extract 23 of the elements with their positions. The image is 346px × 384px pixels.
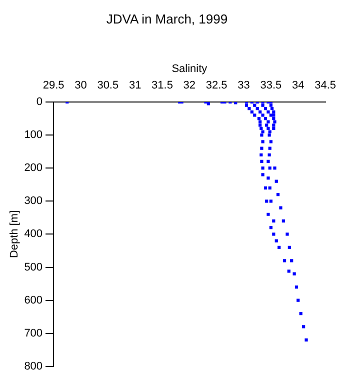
y-tick-label: 0 xyxy=(36,96,43,108)
x-tick-label: 30 xyxy=(74,79,87,92)
x-tick-label: 33 xyxy=(238,79,250,92)
y-tick-label: 600 xyxy=(24,294,43,306)
y-tick-label: 500 xyxy=(24,261,43,274)
x-tick-label: 34 xyxy=(292,79,304,92)
x-tick-label: 32.5 xyxy=(206,79,228,92)
y-tick-label: 300 xyxy=(24,195,43,208)
y-tick-label: 200 xyxy=(24,162,43,174)
x-tick-label: 33.5 xyxy=(260,79,282,92)
x-tick-label: 31 xyxy=(128,79,142,92)
y-axis-title: Depth [m] xyxy=(8,210,21,258)
x-tick-label: 34.5 xyxy=(314,79,336,92)
y-tick-label: 100 xyxy=(24,129,43,142)
x-tick-label: 29.5 xyxy=(42,79,64,92)
x-tick-label: 30.5 xyxy=(97,79,119,92)
x-tick-label: 32 xyxy=(183,79,196,92)
y-tick-label: 400 xyxy=(24,228,43,240)
chart-title: JDVA in March, 1999 xyxy=(106,11,228,26)
x-axis-title: Salinity xyxy=(172,63,208,76)
x-tick-label: 31.5 xyxy=(152,79,173,92)
y-tick-label: 700 xyxy=(24,327,43,340)
y-tick-label: 800 xyxy=(24,360,43,372)
